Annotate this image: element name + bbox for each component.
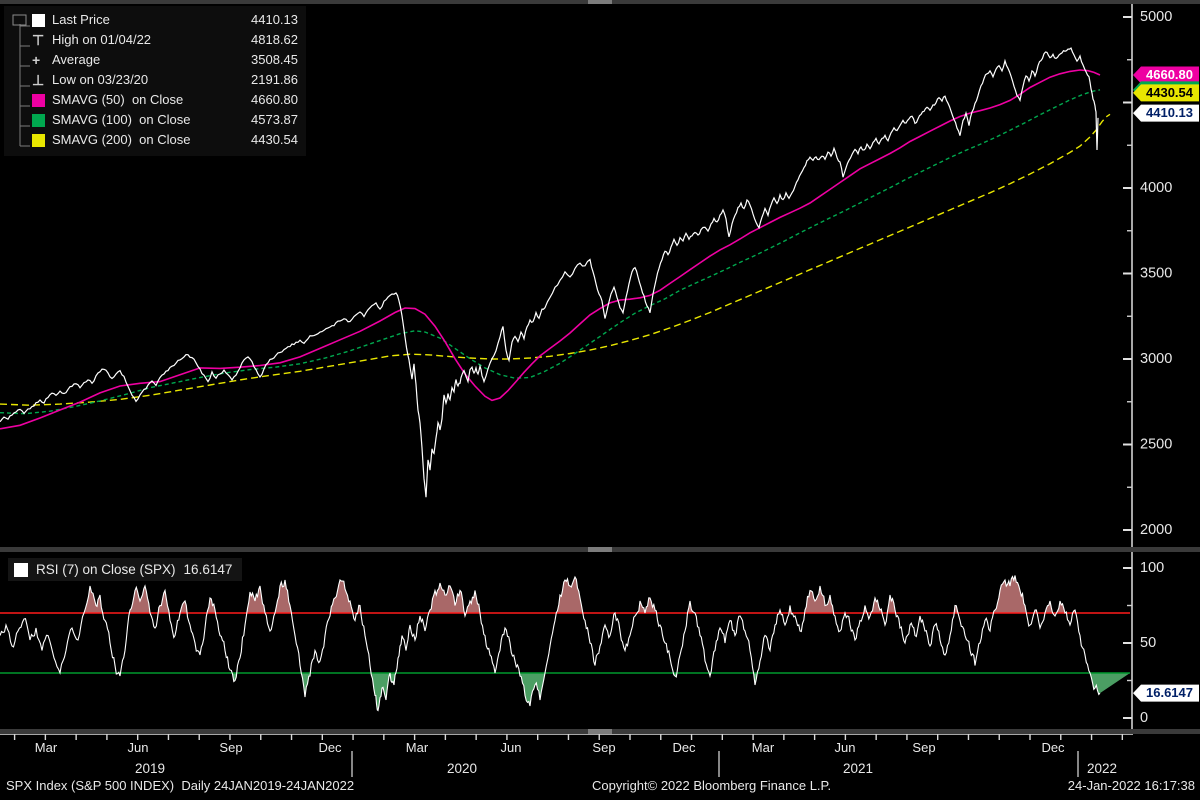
- rsi-legend[interactable]: RSI (7) on Close (SPX) 16.6147: [8, 558, 243, 581]
- smavg-50-line: [0, 69, 1101, 430]
- panel-divider-handle[interactable]: [588, 0, 612, 4]
- svg-text:4410.13: 4410.13: [1146, 105, 1193, 120]
- low-marker-icon: ⊥: [32, 72, 45, 88]
- svg-text:16.6147: 16.6147: [1146, 685, 1193, 700]
- rsi-value-tag: 16.6147: [1133, 684, 1199, 702]
- security-description: SPX Index (S&P 500 INDEX) Daily 24JAN201…: [6, 778, 355, 793]
- series-marker: [32, 93, 52, 107]
- series-marker: [32, 13, 52, 27]
- x-axis-month-label: Mar: [406, 740, 429, 755]
- legend-item[interactable]: SMAVG (100) on Close 4573.87: [8, 110, 300, 130]
- x-axis-year-label: 2022: [1087, 761, 1117, 776]
- y-axis-tick-label: 5000: [1140, 9, 1172, 25]
- rsi-legend-value: 16.6147: [183, 562, 233, 577]
- legend-label: High on 01/04/22: [52, 32, 152, 47]
- legend-label: SMAVG (50) on Close: [52, 92, 184, 107]
- series-color-swatch: [32, 13, 45, 27]
- x-axis-month-label: Jun: [501, 740, 522, 755]
- last-price-tag: 4410.13: [1133, 104, 1199, 122]
- legend-item[interactable]: ⊥ Low on 03/23/20 2191.86: [8, 70, 300, 90]
- legend-value: 2191.86: [251, 72, 298, 87]
- series-marker: [32, 133, 52, 147]
- legend-value: 4818.62: [251, 32, 298, 47]
- legend-value: 4660.80: [251, 92, 298, 107]
- legend-item[interactable]: Last Price 4410.13: [8, 10, 300, 30]
- y-axis-tick-label: 2000: [1140, 522, 1172, 538]
- y-axis-tick-label: 3000: [1140, 351, 1172, 367]
- legend-label: Average: [52, 52, 101, 67]
- y-axis-tick-label: 100: [1140, 560, 1164, 576]
- main-y-axis[interactable]: 2000250030003500400050000501004660.80457…: [1123, 4, 1199, 729]
- footer-bar: SPX Index (S&P 500 INDEX) Daily 24JAN201…: [0, 778, 1200, 798]
- x-axis-month-label: Sep: [912, 740, 935, 755]
- smavg200-tag: 4430.54: [1133, 84, 1199, 102]
- y-axis-tick-label: 3500: [1140, 265, 1172, 281]
- main-legend: Last Price 4410.13 ⊤ High on 01/04/22 4818.6…: [4, 6, 306, 156]
- series-marker: ⊥: [32, 70, 52, 90]
- rsi-series-marker: [14, 562, 28, 577]
- y-axis-tick-label: 0: [1140, 710, 1148, 726]
- timestamp: 24-Jan-2022 16:17:38: [1067, 778, 1195, 793]
- panel-divider-handle[interactable]: [588, 547, 612, 552]
- series-marker: +: [32, 50, 52, 70]
- x-axis-month-label: Dec: [1041, 740, 1065, 755]
- series-marker: ⊤: [32, 30, 52, 50]
- panel-divider-bottom: [0, 729, 1200, 734]
- y-axis-tick-label: 2500: [1140, 436, 1172, 452]
- svg-text:4660.80: 4660.80: [1146, 67, 1193, 82]
- panel-divider-top: [0, 0, 1200, 4]
- avg-marker-icon: +: [32, 52, 41, 68]
- x-axis-month-label: Mar: [35, 740, 58, 755]
- legend-item[interactable]: ⊤ High on 01/04/22 4818.62: [8, 30, 300, 50]
- x-axis-month-label: Dec: [672, 740, 696, 755]
- smavg-200-line: [0, 113, 1111, 406]
- series-color-swatch: [32, 93, 45, 107]
- legend-value: 4410.13: [251, 12, 298, 27]
- legend-value: 4430.54: [251, 132, 298, 147]
- high-marker-icon: ⊤: [32, 32, 45, 48]
- panel-divider-middle: [0, 547, 1200, 552]
- x-axis-year-label: 2021: [843, 761, 873, 776]
- series-marker: [32, 113, 52, 127]
- legend-value: 3508.45: [251, 52, 298, 67]
- legend-item[interactable]: SMAVG (50) on Close 4660.80: [8, 90, 300, 110]
- x-axis-month-label: Dec: [318, 740, 342, 755]
- x-axis-month-label: Sep: [592, 740, 615, 755]
- smavg50-tag: 4660.80: [1133, 66, 1199, 84]
- legend-label: Last Price: [52, 12, 110, 27]
- x-axis-year-label: 2019: [135, 761, 165, 776]
- legend-label: Low on 03/23/20: [52, 72, 149, 87]
- copyright-text: Copyright© 2022 Bloomberg Finance L.P.: [592, 778, 832, 793]
- panel-divider-handle[interactable]: [588, 729, 612, 734]
- x-axis-month-label: Mar: [752, 740, 775, 755]
- y-axis-tick-label: 50: [1140, 635, 1156, 651]
- x-axis-month-label: Jun: [835, 740, 856, 755]
- smavg-100-line: [0, 89, 1101, 415]
- x-axis-month-label: Sep: [219, 740, 242, 755]
- legend-label: SMAVG (200) on Close: [52, 132, 191, 147]
- x-axis-month-label: Jun: [128, 740, 149, 755]
- rsi-line: [0, 575, 1101, 712]
- series-color-swatch: [32, 113, 45, 127]
- legend-item[interactable]: + Average 3508.45: [8, 50, 300, 70]
- y-axis-tick-label: 4000: [1140, 180, 1172, 196]
- x-axis-year-label: 2020: [447, 761, 477, 776]
- legend-item[interactable]: SMAVG (200) on Close 4430.54: [8, 130, 300, 150]
- legend-label: SMAVG (100) on Close: [52, 112, 191, 127]
- svg-text:4430.54: 4430.54: [1146, 85, 1194, 100]
- last-price-line: [0, 47, 1099, 498]
- x-axis[interactable]: Mar Jun Sep Dec Mar Jun Sep Dec Mar Jun Sep Dec 2019…: [0, 733, 1133, 777]
- rsi-legend-label: RSI (7) on Close (SPX): [36, 562, 176, 577]
- rsi-panel[interactable]: [0, 552, 1130, 729]
- series-color-swatch: [32, 133, 45, 147]
- legend-value: 4573.87: [251, 112, 298, 127]
- rsi-overbought-fill: [0, 575, 1130, 613]
